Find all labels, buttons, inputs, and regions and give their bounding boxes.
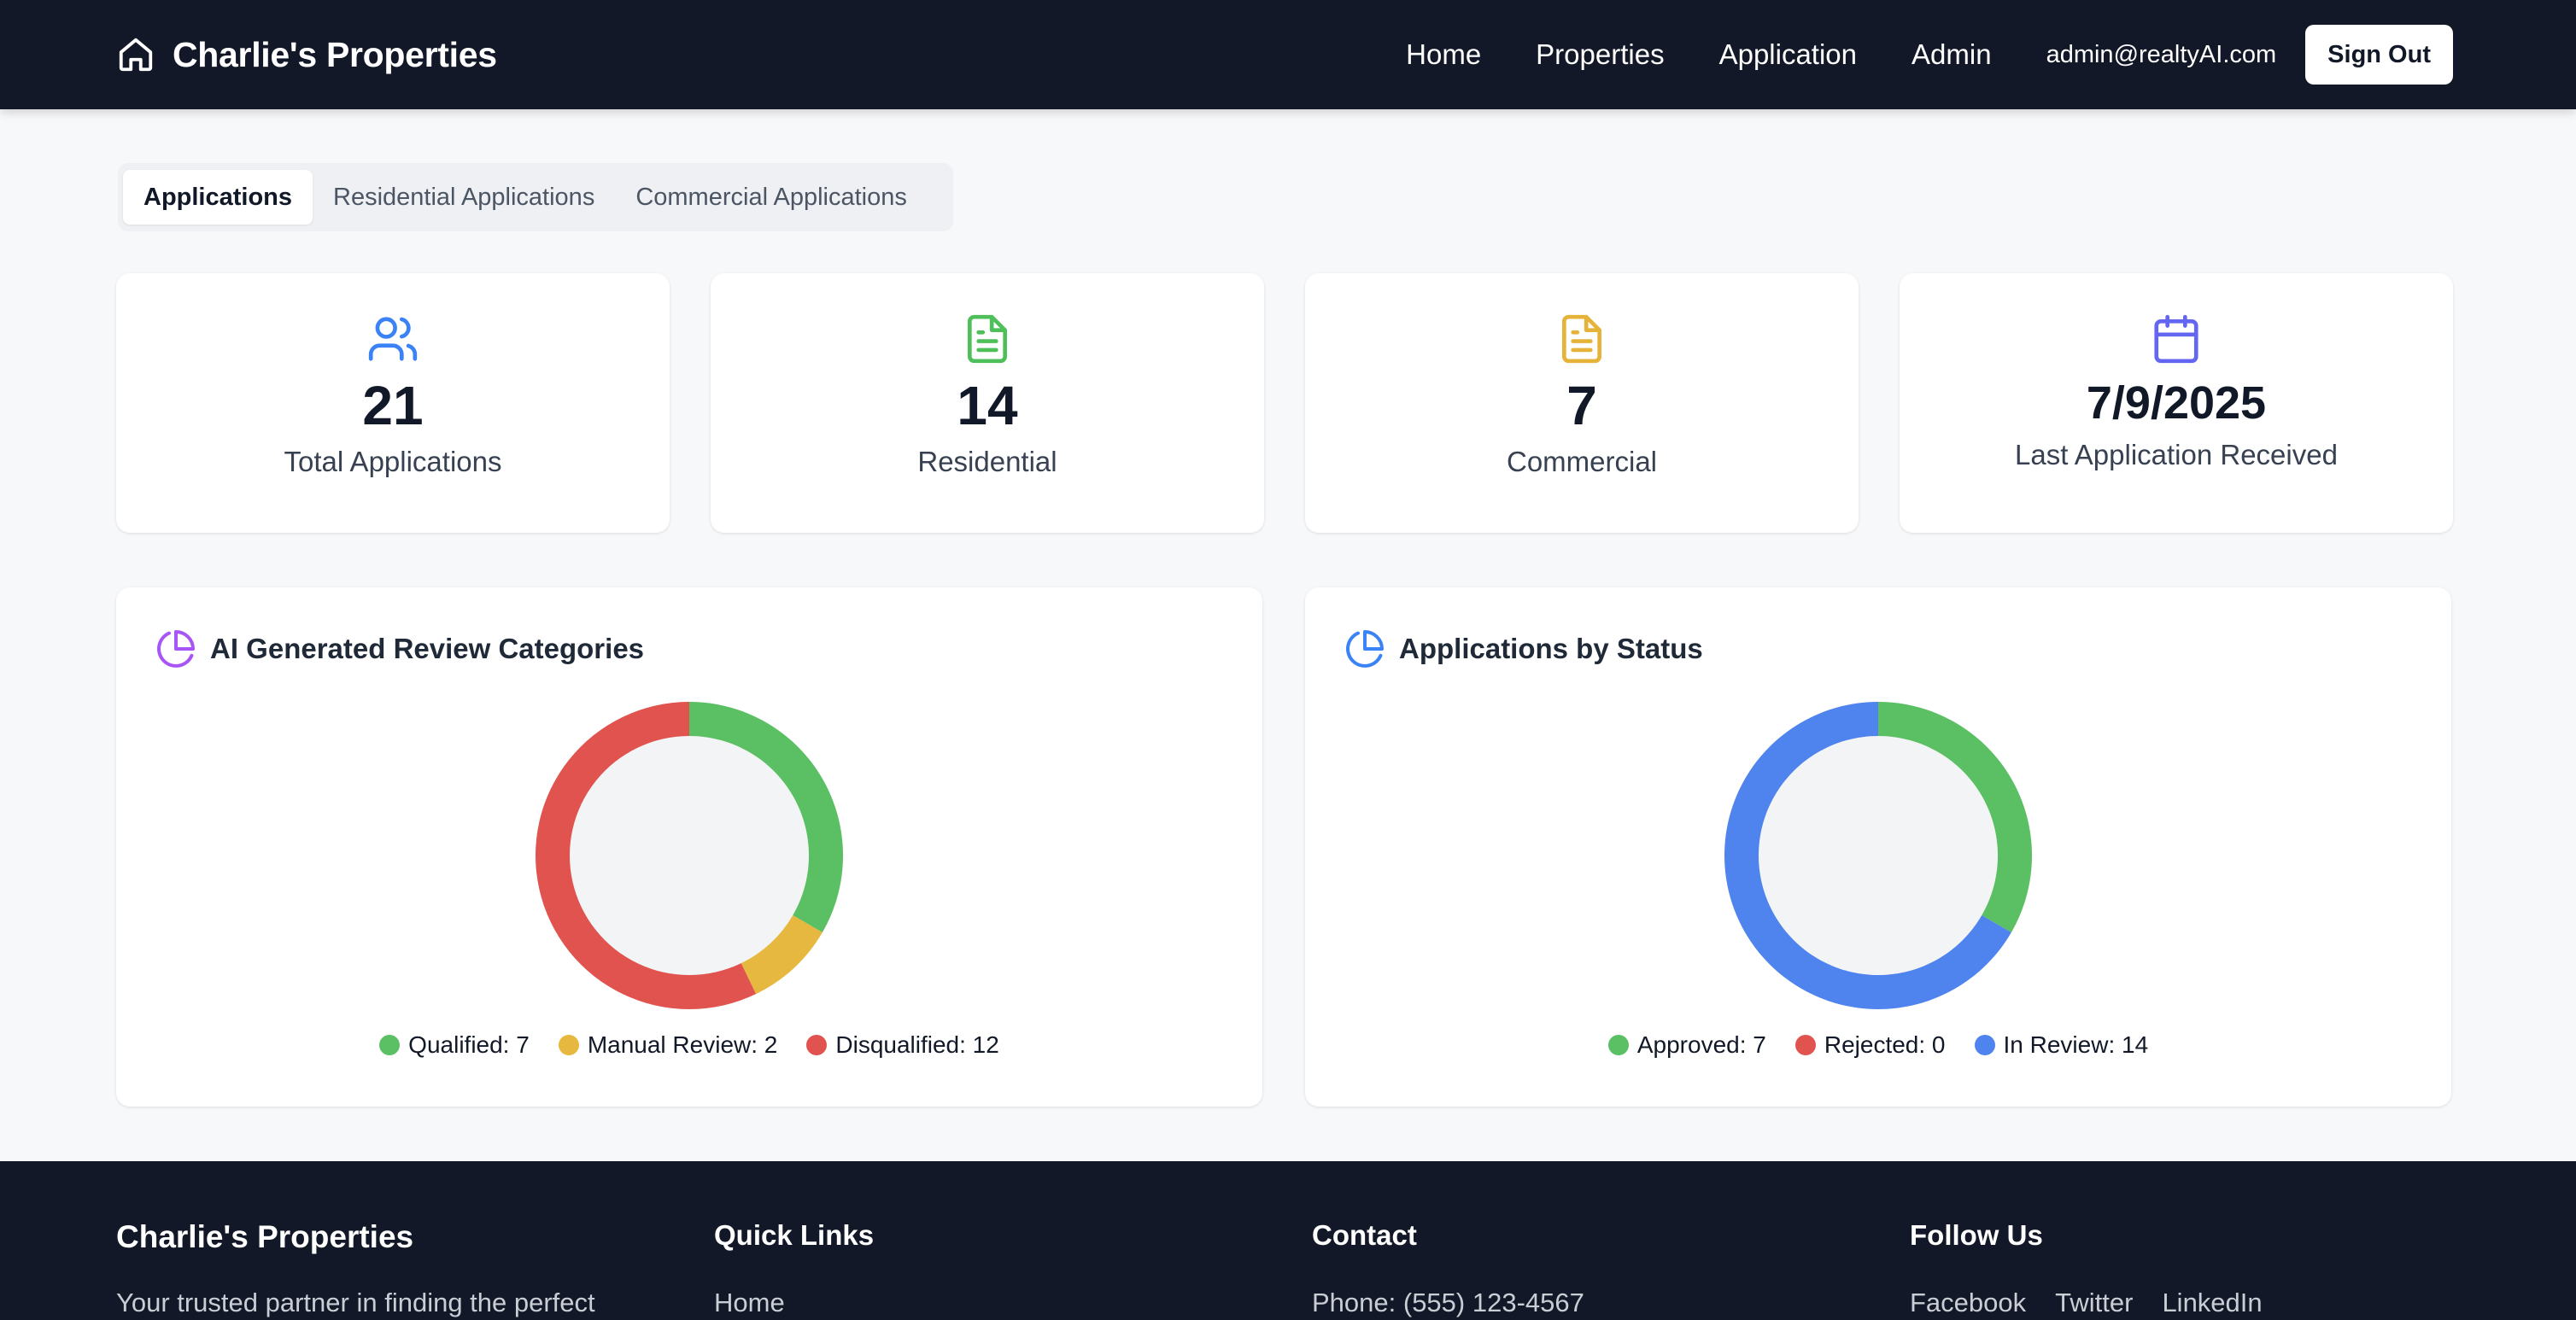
footer-quick-links: Quick Links Home (714, 1219, 875, 1317)
stat-label: Residential (917, 446, 1057, 477)
brand-link[interactable]: Charlie's Properties (116, 31, 497, 79)
stat-card-commercial: 7 Commercial (1305, 273, 1859, 533)
review-categories-donut (536, 702, 843, 1009)
nav-application[interactable]: Application (1718, 38, 1858, 70)
footer-tagline: Your trusted partner in finding the perf… (116, 1288, 595, 1317)
legend-item-approved: Approved: 7 (1607, 1031, 1766, 1059)
stat-label: Commercial (1506, 446, 1658, 477)
footer-brand: Charlie's Properties (116, 1219, 414, 1254)
donut-center (570, 736, 809, 975)
footer-contact: Contact Phone: (555) 123-4567 (1312, 1219, 1584, 1317)
stat-card-total: 21 Total Applications (116, 273, 670, 533)
stat-value: 14 (957, 375, 1018, 436)
chart-legend: Approved: 7 Rejected: 0 In Review: 14 (1305, 1031, 2451, 1059)
status-donut (1724, 702, 2032, 1009)
application-tabs: Applications Residential Applications Co… (118, 163, 953, 231)
brand-name: Charlie's Properties (173, 34, 497, 74)
nav-properties[interactable]: Properties (1536, 38, 1665, 70)
status-chart-card: Applications by Status Approved: 7 Rejec… (1305, 587, 2451, 1107)
chart-legend: Qualified: 7 Manual Review: 2 Disqualifi… (116, 1031, 1262, 1059)
home-icon (119, 38, 153, 72)
chart-title: AI Generated Review Categories (210, 633, 645, 664)
top-nav-bar: Charlie's Properties Home Properties App… (0, 0, 2576, 109)
legend-item-disqualified: Disqualified: 12 (806, 1031, 999, 1059)
stat-value: 21 (362, 375, 424, 436)
social-links: Facebook Twitter LinkedIn (1910, 1288, 2263, 1318)
legend-item-in-review: In Review: 14 (1974, 1031, 2148, 1059)
pie-chart-icon (1346, 630, 1384, 668)
footer-heading: Contact (1312, 1219, 1417, 1251)
stat-card-residential: 14 Residential (711, 273, 1264, 533)
users-icon (368, 317, 418, 361)
donut-slice-manual-review[interactable] (741, 915, 823, 995)
user-email: admin@realtyAI.com (2046, 40, 2277, 68)
legend-item-qualified: Qualified: 7 (379, 1031, 530, 1059)
document-icon (968, 314, 1007, 364)
main-nav: Home Properties Application Admin admin@… (1406, 25, 2453, 85)
sign-out-button[interactable]: Sign Out (2305, 25, 2453, 85)
review-categories-chart-card: AI Generated Review Categories Qualified… (116, 587, 1262, 1107)
footer-link-home[interactable]: Home (714, 1288, 785, 1317)
site-footer: Charlie's Properties Your trusted partne… (0, 1161, 2576, 1320)
linkedin-link[interactable]: LinkedIn (2162, 1288, 2263, 1317)
stat-label: Last Application Received (2015, 439, 2338, 470)
footer-heading: Follow Us (1910, 1219, 2043, 1251)
pie-chart-icon (157, 630, 195, 668)
footer-heading: Quick Links (714, 1219, 875, 1251)
donut-slice-approved[interactable] (1878, 702, 2032, 932)
donut-slice-qualified[interactable] (689, 702, 843, 932)
donut-center (1759, 736, 1998, 975)
donut-slice-disqualified[interactable] (536, 702, 757, 1009)
stat-card-last-application: 7/9/2025 Last Application Received (1900, 273, 2453, 533)
tab-applications[interactable]: Applications (123, 170, 313, 225)
stat-value: 7/9/2025 (2086, 377, 2267, 429)
legend-item-manual-review: Manual Review: 2 (558, 1031, 777, 1059)
facebook-link[interactable]: Facebook (1910, 1288, 2027, 1317)
footer-follow: Follow Us Facebook Twitter LinkedIn (1910, 1219, 2263, 1317)
nav-home[interactable]: Home (1406, 38, 1482, 70)
nav-admin[interactable]: Admin (1912, 38, 1992, 70)
footer-about: Charlie's Properties Your trusted partne… (116, 1219, 595, 1317)
stat-value: 7 (1566, 375, 1597, 436)
document-icon (1562, 314, 1601, 364)
tab-residential-applications[interactable]: Residential Applications (333, 183, 595, 211)
legend-item-rejected: Rejected: 0 (1794, 1031, 1946, 1059)
twitter-link[interactable]: Twitter (2055, 1288, 2134, 1317)
calendar-icon (2154, 314, 2198, 364)
stat-label: Total Applications (284, 446, 502, 477)
footer-phone: Phone: (555) 123-4567 (1312, 1288, 1584, 1317)
tab-commercial-applications[interactable]: Commercial Applications (635, 183, 907, 211)
chart-title: Applications by Status (1399, 633, 1703, 664)
